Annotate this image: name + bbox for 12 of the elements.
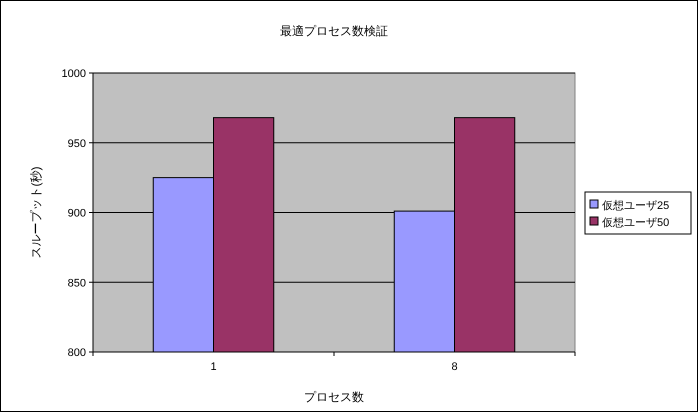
y-tick-label: 900: [68, 208, 86, 220]
y-tick-label: 850: [68, 277, 86, 290]
y-tick-label: 950: [68, 138, 86, 150]
legend-label: 仮想ユーザ25: [602, 199, 670, 212]
x-axis-title: プロセス数: [304, 390, 364, 404]
chart-title: 最適プロセス数検証: [280, 24, 388, 38]
x-tick-label: 8: [451, 361, 458, 373]
legend-label: 仮想ユーザ50: [602, 216, 670, 229]
x-tick-label: 1: [210, 361, 217, 373]
y-axis-title: スループット(秒): [29, 166, 43, 258]
y-tick-label: 800: [68, 347, 86, 359]
y-tick-label: 1000: [62, 68, 86, 80]
